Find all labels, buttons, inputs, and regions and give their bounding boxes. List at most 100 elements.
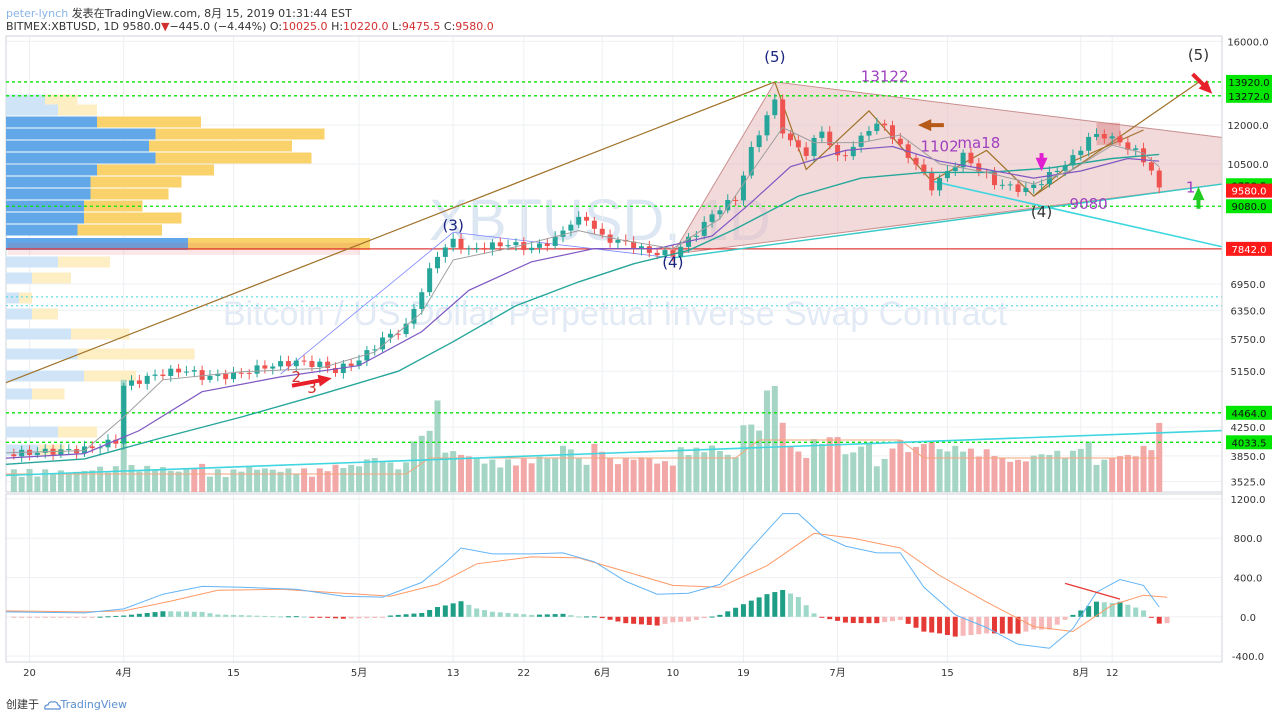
ma-mid-line — [5, 145, 1160, 459]
volume-bar-up — [1085, 441, 1092, 492]
volume-bar-down — [803, 457, 810, 492]
volume-bar-up — [748, 424, 755, 492]
macd-histogram-bar — [725, 611, 731, 617]
candle — [882, 119, 888, 131]
candle-body — [419, 292, 425, 309]
macd-histogram-bar — [450, 603, 456, 617]
wave-4-line — [453, 231, 673, 259]
site-name[interactable]: TradingView.com — [104, 7, 198, 20]
candle-body — [403, 323, 409, 335]
macd-histogram-bar — [1164, 616, 1170, 624]
candle-body — [466, 248, 472, 250]
volume-bar-down — [512, 465, 519, 492]
macd-histogram-bar — [317, 616, 323, 618]
candle-body — [866, 131, 872, 136]
candle — [1070, 149, 1076, 169]
candle — [74, 445, 80, 460]
macd-histogram-bar — [1148, 616, 1154, 618]
macd-tick-label: -400.0 — [1232, 652, 1264, 663]
candle — [960, 149, 966, 174]
volume-bar-up — [881, 458, 888, 492]
candle — [764, 111, 770, 142]
volume-bar-up — [873, 466, 880, 492]
volume-bar-up — [136, 471, 143, 492]
candle — [403, 317, 409, 338]
candle — [584, 212, 590, 226]
green-up-arrow-icon — [1192, 186, 1205, 209]
candle — [1101, 129, 1107, 144]
candle-body — [301, 360, 307, 362]
macd-histogram-bar — [513, 613, 519, 617]
macd-histogram-bar — [105, 616, 111, 618]
macd-histogram-bar — [1101, 602, 1107, 617]
macd-histogram-bar — [913, 616, 919, 628]
author-name[interactable]: peter-lynch — [6, 7, 69, 20]
candle-body — [372, 349, 378, 351]
volume-bar-up — [26, 469, 33, 492]
volume-profile-down-segment — [77, 224, 162, 236]
volume-bar-up — [560, 445, 567, 492]
volume-bar-down — [669, 465, 676, 492]
volume-bar-down — [975, 456, 982, 492]
symbol-name: BITMEX:XBTUSD, 1D — [6, 20, 119, 33]
volume-profile-up-segment — [6, 388, 32, 400]
volume-bar-up — [238, 471, 245, 492]
price-tick-label: 5150.0 — [1231, 367, 1266, 378]
candle-body — [670, 250, 676, 257]
volume-bar-up — [167, 470, 174, 492]
candle — [285, 355, 291, 371]
red-target-arrow-icon — [1191, 72, 1213, 94]
volume-bar-up — [1101, 459, 1108, 492]
candle-body — [733, 199, 739, 201]
candle — [113, 434, 119, 449]
volume-bar-up — [97, 466, 104, 492]
candle-body — [568, 224, 574, 231]
candle-body — [497, 242, 503, 247]
volume-bar-up — [865, 442, 872, 492]
macd-histogram-bar — [246, 615, 252, 617]
wave-label: 1 — [1186, 178, 1196, 196]
candle — [811, 134, 817, 162]
volume-bar-up — [850, 452, 857, 492]
macd-histogram-bar — [325, 616, 331, 618]
candle-body — [1015, 184, 1021, 192]
brand-name[interactable]: TradingView — [60, 698, 127, 711]
arrow-head — [1192, 186, 1205, 201]
volume-bar-down — [983, 449, 990, 492]
candle — [191, 366, 197, 378]
macd-pane — [5, 513, 1170, 649]
macd-histogram-bar — [129, 614, 135, 617]
volume-profile-down-segment — [58, 256, 110, 268]
macd-histogram-bar — [442, 605, 448, 617]
macd-histogram-bar — [380, 616, 386, 618]
volume-bar-down — [1117, 456, 1124, 492]
macd-histogram-bar — [89, 616, 95, 618]
candle — [1156, 167, 1162, 194]
candle — [466, 245, 472, 256]
volume-bar-down — [308, 476, 315, 492]
low-label: L: — [392, 20, 402, 33]
volume-profile-down-segment — [19, 292, 32, 304]
macd-histogram-bar — [1031, 616, 1037, 630]
volume-bar-up — [1054, 450, 1061, 492]
macd-histogram-bar — [121, 615, 127, 617]
macd-histogram-bar — [1007, 616, 1013, 634]
volume-bar-up — [261, 468, 268, 492]
candle-body — [66, 449, 72, 451]
candle — [160, 368, 166, 380]
macd-histogram-bar — [419, 612, 425, 617]
volume-bar-up — [818, 443, 825, 492]
candle — [278, 355, 284, 371]
macd-histogram-bar — [968, 616, 974, 636]
volume-bar-up — [952, 445, 959, 492]
candle-body — [1054, 170, 1060, 172]
candle-body — [129, 380, 135, 386]
arrow-head — [1198, 80, 1213, 94]
volume-bar-up — [65, 472, 72, 492]
wave-label: 3 — [307, 379, 317, 397]
volume-bar-down — [834, 437, 841, 492]
volume-bar-up — [152, 469, 159, 492]
candle-body — [81, 446, 87, 454]
candle-body — [756, 135, 762, 148]
